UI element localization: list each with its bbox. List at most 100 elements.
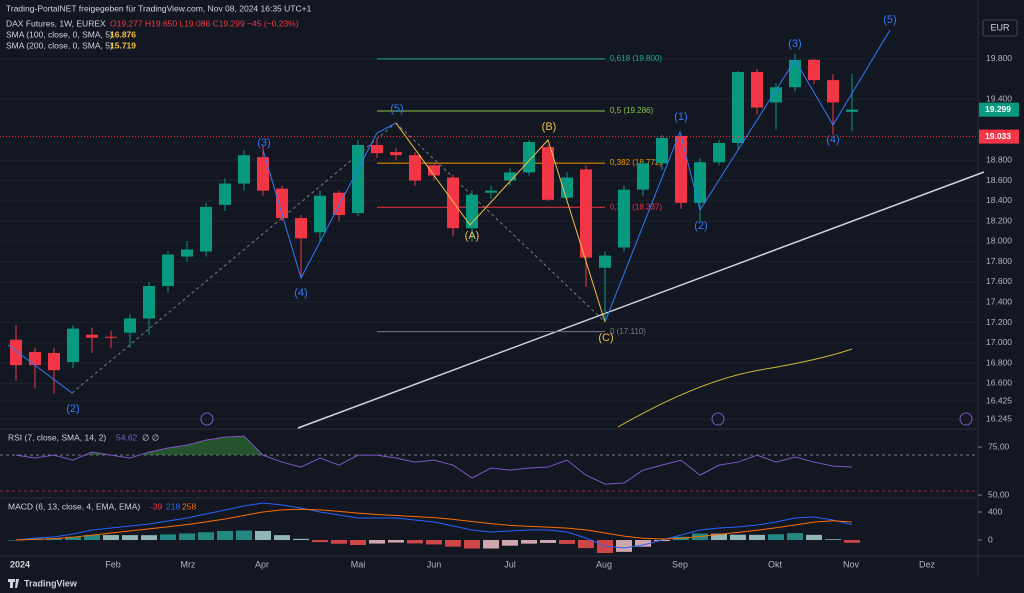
histogram-bar xyxy=(312,540,328,543)
candle-body xyxy=(504,172,516,181)
icon[interactable] xyxy=(200,412,214,426)
candle-body xyxy=(447,177,459,229)
x-tick-label: Feb xyxy=(105,559,121,569)
icon[interactable] xyxy=(959,412,973,426)
candle-body xyxy=(770,87,782,103)
candle-body xyxy=(751,72,763,108)
wave-label: (5) xyxy=(390,103,403,115)
wave-label: (1) xyxy=(674,111,687,123)
candle-body xyxy=(67,328,79,363)
histogram-bar xyxy=(388,540,404,543)
histogram-bar xyxy=(711,533,727,541)
candle-body xyxy=(200,206,212,252)
histogram-bar xyxy=(255,530,271,541)
y-tick-label: 17.000 xyxy=(986,337,1012,347)
candle-body xyxy=(295,218,307,239)
candle-body xyxy=(29,351,41,366)
currency: EUR xyxy=(990,22,1010,32)
wave-label: (2) xyxy=(694,220,707,232)
candle-body xyxy=(371,145,383,154)
legend-study: SMA (200, close, 0, SMA, 5) xyxy=(6,40,113,50)
rsi-line xyxy=(15,435,853,485)
candle-body xyxy=(333,192,345,216)
price-tag xyxy=(979,102,1019,117)
candle-body xyxy=(314,195,326,233)
y-tick-label: 400 xyxy=(988,506,1002,516)
x-tick-label: Jul xyxy=(504,559,516,569)
candle-body xyxy=(86,334,98,338)
histogram-bar xyxy=(464,540,480,549)
x-tick-label: 2024 xyxy=(10,559,30,569)
candle-body xyxy=(599,255,611,268)
candle-body xyxy=(485,190,497,193)
histogram-bar xyxy=(768,534,784,541)
legend-title: RSI (7, close, SMA, 14, 2) xyxy=(8,432,106,442)
legend-title: DAX Futures, 1W, EUREX xyxy=(6,18,106,28)
candle-body xyxy=(105,336,117,338)
x-tick-label: Mrz xyxy=(181,559,196,569)
histogram-bar xyxy=(331,540,347,544)
histogram-bar xyxy=(559,540,575,544)
candle-body xyxy=(143,286,155,319)
histogram-bar xyxy=(65,536,81,541)
wave-label: (C) xyxy=(598,332,613,344)
legend-value: 15.719 xyxy=(110,40,136,50)
x-tick-label: Mai xyxy=(351,559,366,569)
plot: 2024 Feb Mrz Apr Mai Jun Jul Aug Sep Okt Nov Dez 19.… xyxy=(0,14,1019,569)
x-tick-label: Sep xyxy=(672,559,688,569)
y-tick-label: 19.800 xyxy=(986,53,1012,63)
candle-body xyxy=(162,254,174,287)
wave-label: (4) xyxy=(826,134,839,146)
wave-label: (4) xyxy=(294,287,307,299)
fib-label: 0,618 (19.800) xyxy=(610,54,662,63)
histogram-bar xyxy=(350,540,366,545)
histogram-bar xyxy=(84,534,100,541)
wave-label: (A) xyxy=(465,230,480,242)
candle-body xyxy=(637,163,649,190)
legend-study: SMA (100, close, 0, SMA, 5) xyxy=(6,29,113,39)
overbought-fill xyxy=(16,436,852,455)
histogram-bar xyxy=(521,540,537,544)
candle-body xyxy=(675,135,687,203)
histogram-bar xyxy=(407,540,423,544)
macd-line xyxy=(15,502,853,549)
wave-label: (5) xyxy=(883,14,896,26)
candle-body xyxy=(390,152,402,156)
candle-body xyxy=(124,318,136,333)
icon[interactable] xyxy=(711,412,725,426)
histogram-bar xyxy=(46,538,62,541)
y-tick-label: 18.400 xyxy=(986,195,1012,205)
price-tag-label: 19.033 xyxy=(985,131,1011,141)
legend-ohlc: O19.277 H19.650 L19.086 C19.299 −45 (−0,… xyxy=(110,18,299,28)
histogram-bar xyxy=(616,540,632,552)
histogram-bar xyxy=(635,540,651,547)
candle-body xyxy=(181,249,193,257)
legend-value: 54,62 xyxy=(116,432,138,442)
x-tick-label: Okt xyxy=(768,559,783,569)
legend-value: 258 xyxy=(182,501,196,511)
logo: TradingView xyxy=(24,578,78,588)
legend-value: 218 xyxy=(166,501,180,511)
histogram-bar xyxy=(274,535,290,541)
histogram-bar xyxy=(426,540,442,545)
y-tick-label: 16.245 xyxy=(986,414,1012,424)
trend-line xyxy=(297,171,985,429)
candle-body xyxy=(10,339,22,366)
legend-value: 16.876 xyxy=(110,29,136,39)
candle-body xyxy=(789,59,801,88)
histogram-bar xyxy=(236,530,252,541)
currency-box[interactable] xyxy=(982,19,1018,37)
histogram-bar xyxy=(825,539,841,541)
candle-body xyxy=(238,155,250,184)
price-tag xyxy=(979,129,1019,144)
wave-label: (B) xyxy=(542,121,557,133)
fib-label: 0,5 (19.286) xyxy=(610,106,653,115)
fib-label: 0,382 (18.772) xyxy=(610,158,662,167)
y-tick-label: 0 xyxy=(988,534,993,544)
histogram-bar xyxy=(787,533,803,541)
histogram-bar xyxy=(179,533,195,541)
histogram-bar xyxy=(217,530,233,541)
candle-body xyxy=(808,59,820,81)
wave-guide xyxy=(71,122,397,394)
